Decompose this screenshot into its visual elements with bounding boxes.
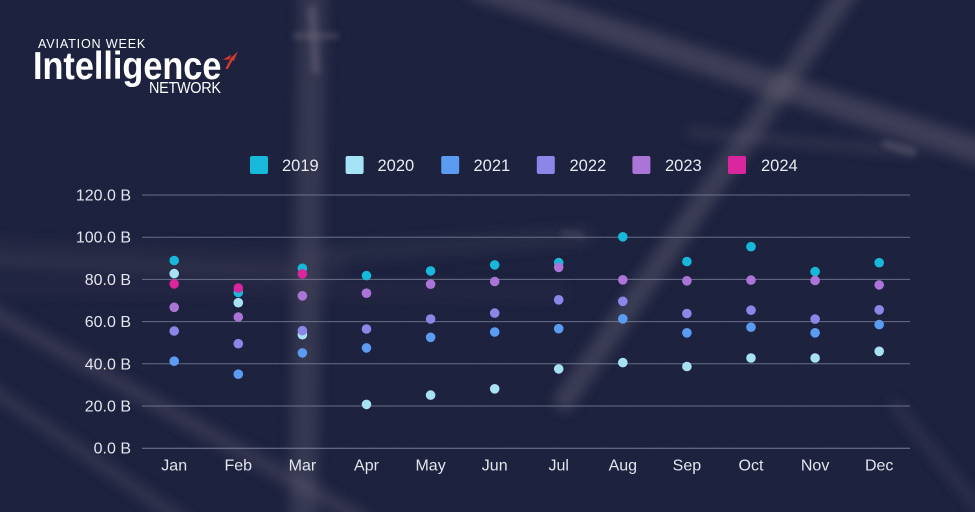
svg-text:2024: 2024: [761, 157, 798, 175]
svg-text:Nov: Nov: [801, 458, 829, 475]
svg-text:2021: 2021: [474, 157, 511, 175]
svg-text:60.0 B: 60.0 B: [85, 314, 131, 331]
svg-text:2019: 2019: [282, 157, 319, 175]
svg-text:Jan: Jan: [161, 458, 187, 475]
svg-text:120.0 B: 120.0 B: [76, 188, 131, 205]
svg-text:Oct: Oct: [739, 458, 764, 475]
svg-text:Jun: Jun: [482, 458, 508, 475]
svg-text:Sep: Sep: [673, 458, 702, 475]
svg-text:May: May: [415, 458, 445, 475]
svg-text:2020: 2020: [378, 157, 415, 175]
svg-text:Aug: Aug: [609, 458, 637, 475]
svg-text:Mar: Mar: [289, 458, 317, 475]
svg-text:Jul: Jul: [548, 458, 568, 475]
svg-text:2022: 2022: [570, 157, 607, 175]
svg-text:0.0 B: 0.0 B: [94, 441, 131, 458]
svg-text:Dec: Dec: [865, 458, 893, 475]
svg-text:Apr: Apr: [354, 458, 380, 475]
svg-text:80.0 B: 80.0 B: [85, 272, 131, 289]
svg-text:20.0 B: 20.0 B: [85, 399, 131, 416]
svg-text:2023: 2023: [665, 157, 702, 175]
svg-text:40.0 B: 40.0 B: [85, 356, 131, 373]
svg-text:100.0 B: 100.0 B: [76, 230, 131, 247]
svg-text:Feb: Feb: [225, 458, 253, 475]
